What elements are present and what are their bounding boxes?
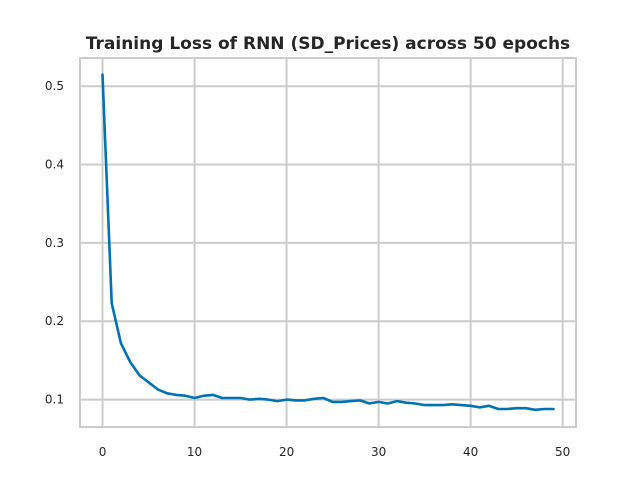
y-tick-label: 0.5 (45, 79, 64, 93)
tick-labels: 0 10 20 30 40 50 0.1 0.2 0.3 0.4 0.5 (45, 79, 570, 459)
x-tick-label: 20 (279, 445, 294, 459)
grid-lines (80, 58, 576, 427)
y-tick-label: 0.1 (45, 393, 64, 407)
y-tick-label: 0.2 (45, 314, 64, 328)
training-loss-line (101, 73, 555, 412)
series-layer (101, 73, 555, 412)
x-tick-label: 30 (371, 445, 386, 459)
x-tick-label: 40 (463, 445, 478, 459)
x-tick-label: 50 (555, 445, 570, 459)
chart-title: Training Loss of RNN (SD_Prices) across … (86, 34, 570, 54)
y-tick-label: 0.3 (45, 236, 64, 250)
x-tick-label: 0 (99, 445, 107, 459)
x-tick-label: 10 (187, 445, 202, 459)
y-tick-label: 0.4 (45, 158, 64, 172)
plot-frame (79, 57, 577, 428)
